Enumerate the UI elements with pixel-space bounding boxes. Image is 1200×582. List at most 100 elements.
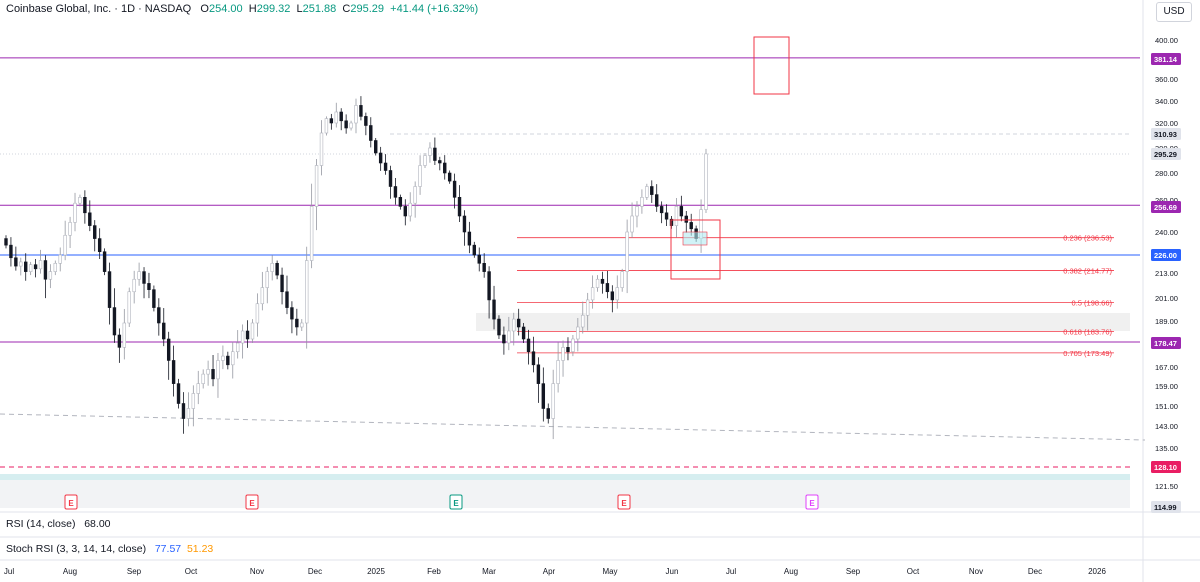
candle-body	[704, 153, 708, 210]
volume-band	[0, 474, 1130, 480]
x-tick-label: Aug	[63, 567, 77, 576]
candle-body	[462, 215, 467, 233]
earnings-marker	[617, 494, 631, 510]
candle-body	[196, 383, 200, 394]
open-value: 254.00	[208, 3, 243, 15]
x-tick-label: Oct	[907, 567, 920, 576]
y-tick-label: 360.00	[1155, 75, 1178, 84]
candle-body	[620, 271, 624, 288]
y-tick-label: 260.00	[1155, 196, 1178, 205]
x-tick-label: Sep	[127, 567, 142, 576]
candle-body	[374, 140, 378, 154]
x-tick-label: Nov	[969, 567, 983, 576]
candle-body	[255, 303, 260, 324]
candle-body	[132, 278, 136, 293]
candle-body	[339, 111, 343, 122]
candle-body	[117, 334, 122, 348]
candle-body	[68, 222, 72, 236]
candle-body	[497, 318, 501, 336]
candle-body	[309, 206, 314, 261]
fib-label-3: 0.618 (183.76)	[1063, 327, 1112, 336]
candle-body	[127, 291, 131, 324]
change-value: +41.44 (+16.32%)	[390, 3, 479, 15]
price-tag-label: 114.99	[1154, 503, 1177, 512]
candle-body	[181, 403, 186, 419]
candle-body	[206, 369, 210, 375]
entry-box	[670, 219, 721, 280]
candle-body	[58, 254, 62, 264]
x-tick-label: Jul	[726, 567, 736, 576]
candle-body	[359, 105, 363, 117]
candle-body	[467, 231, 472, 246]
y-tick-label: 340.00	[1155, 97, 1178, 106]
candle-body	[14, 257, 18, 267]
price-tag	[1151, 128, 1181, 140]
trendline-dashed	[0, 413, 1146, 441]
x-tick-label: May	[602, 567, 617, 576]
volume-zone	[0, 480, 1130, 508]
y-tick-label: 189.00	[1155, 317, 1178, 326]
x-tick-label: Aug	[784, 567, 798, 576]
currency-button[interactable]: USD	[1156, 2, 1192, 22]
candle-body	[413, 186, 417, 204]
y-tick-label: 151.00	[1155, 402, 1178, 411]
y-tick-label: 135.00	[1155, 444, 1178, 453]
candle-body	[4, 238, 8, 246]
candle-body	[418, 165, 422, 187]
candle-body	[9, 244, 13, 259]
price-tag	[1151, 337, 1181, 349]
candle-body	[551, 383, 555, 419]
candle-body	[19, 261, 23, 267]
candle-body	[28, 264, 33, 272]
y-tick-label: 280.00	[1155, 169, 1178, 178]
fib-label-4: 0.705 (173.49)	[1063, 349, 1112, 358]
candle-body	[502, 334, 506, 344]
candle-body	[512, 318, 516, 332]
candle-body	[378, 152, 383, 164]
fib-label-0: 0.236 (236.53)	[1063, 234, 1112, 243]
earnings-marker	[449, 494, 463, 510]
candle-body	[408, 202, 412, 217]
price-tag	[1151, 201, 1181, 213]
candle-body	[393, 186, 398, 198]
candle-body	[482, 263, 486, 272]
low-value: 251.88	[302, 3, 337, 15]
candle-body	[433, 147, 437, 161]
price-tag-label: 310.93	[1154, 130, 1177, 139]
candle-body	[102, 251, 107, 272]
candle-body	[93, 225, 97, 239]
candle-body	[275, 263, 279, 276]
price-tag	[1151, 148, 1181, 160]
y-tick-label: 213.00	[1155, 269, 1178, 278]
candle-body	[571, 338, 575, 353]
rsi-legend[interactable]: RSI (14, close) 68.00	[6, 518, 111, 530]
candle-body	[329, 118, 334, 124]
low-key: L	[296, 3, 303, 15]
price-tag	[1151, 501, 1181, 513]
rsi-value: 68.00	[84, 518, 111, 530]
candle-body	[546, 408, 550, 419]
candle-body	[162, 322, 166, 340]
stoch-rsi-legend[interactable]: Stoch RSI (3, 3, 14, 14, close) 77.57 51…	[6, 543, 213, 555]
candle-body	[142, 271, 146, 284]
candle-body	[314, 165, 319, 207]
stoch-d-value: 51.23	[186, 543, 214, 555]
candle-body	[305, 260, 309, 324]
price-tag-label: 226.00	[1154, 251, 1177, 260]
candle-body	[24, 261, 28, 272]
candle-body	[38, 260, 43, 270]
candle-body	[171, 360, 176, 384]
candle-body	[561, 347, 565, 361]
candle-body	[590, 287, 595, 301]
x-tick-label: Nov	[250, 567, 264, 576]
value-area-band	[476, 313, 1130, 331]
candle-body	[556, 360, 560, 384]
candle-body	[235, 342, 240, 353]
candle-body	[349, 122, 353, 129]
candle-body	[472, 244, 477, 256]
chart-header-legend: Coinbase Global, Inc. · 1D · NASDAQ O254…	[6, 3, 478, 15]
candle-body	[226, 355, 230, 366]
candle-body	[674, 206, 679, 226]
candle-body	[383, 162, 388, 171]
